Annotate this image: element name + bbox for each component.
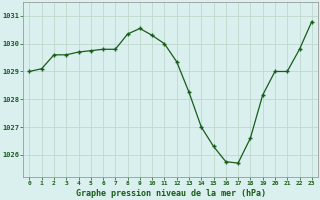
X-axis label: Graphe pression niveau de la mer (hPa): Graphe pression niveau de la mer (hPa) [76, 189, 266, 198]
